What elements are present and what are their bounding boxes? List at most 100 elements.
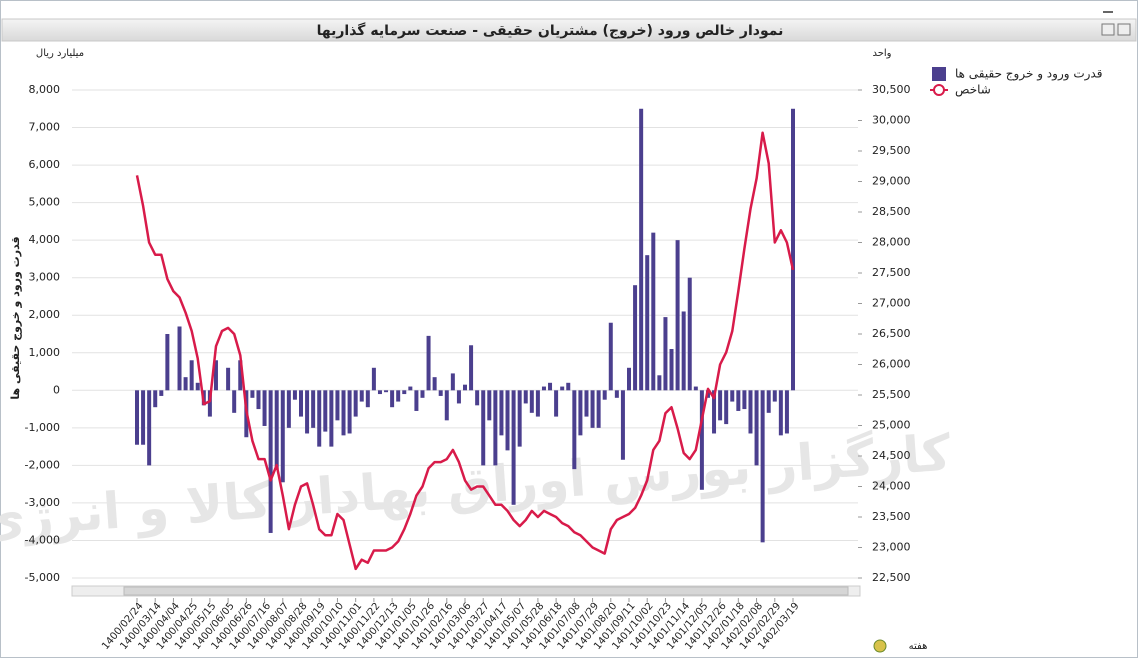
y-tick-label: 2,000 (29, 308, 61, 321)
bar (329, 390, 334, 447)
bar (213, 360, 218, 391)
scrollbar[interactable] (71, 585, 861, 597)
bar (699, 390, 704, 490)
bar (608, 322, 613, 391)
bar (736, 390, 741, 411)
y2-tick-label: 30,000 (872, 114, 911, 127)
y2-tick-label: 27,500 (872, 266, 911, 279)
bar (584, 390, 589, 417)
bar (317, 390, 322, 447)
bar (669, 349, 674, 391)
bar (681, 311, 686, 391)
y2-tick-label: 28,500 (872, 205, 911, 218)
bar (153, 390, 158, 408)
y2-tick-label: 26,000 (872, 358, 911, 371)
bar (384, 390, 389, 393)
bar (505, 390, 510, 451)
bar (347, 390, 352, 434)
grid (72, 89, 858, 579)
bar (262, 390, 267, 426)
bar (639, 108, 644, 391)
bar (693, 386, 698, 391)
y-tick-label: -1,000 (25, 421, 60, 434)
bar (529, 390, 534, 413)
y2-tick-label: 24,000 (872, 480, 911, 493)
bar (438, 390, 443, 396)
y-tick-label: 8,000 (29, 83, 61, 96)
bar (687, 277, 692, 391)
bar (238, 360, 243, 391)
close-button[interactable] (1117, 23, 1131, 36)
bar (147, 390, 152, 466)
bar (353, 390, 358, 417)
bar (359, 390, 364, 402)
y-tick-label: 3,000 (29, 271, 61, 284)
bar (712, 390, 717, 434)
bar (195, 382, 200, 391)
bar (578, 390, 583, 436)
y-axis-title: قدرت ورود و خروج حقیقی ها (9, 236, 23, 399)
bar (341, 390, 346, 436)
legend-swatch (932, 67, 946, 81)
bar (189, 360, 194, 391)
bar (657, 375, 662, 391)
window-title: نمودار خالص ورود (خروج) مشتریان حقیقی - … (317, 22, 784, 39)
bar (663, 317, 668, 391)
y2-tick-label: 24,500 (872, 449, 911, 462)
bar (481, 390, 486, 466)
bar (554, 390, 559, 417)
bar (256, 390, 261, 410)
bar (420, 390, 425, 398)
y2-tick-label: 27,000 (872, 297, 911, 310)
y2-tick-label: 30,500 (872, 83, 911, 96)
bar (517, 390, 522, 447)
bar (548, 382, 553, 391)
bar (268, 390, 273, 533)
bar (305, 390, 310, 434)
y-tick-label: -4,000 (25, 533, 60, 546)
bar (475, 390, 480, 406)
y-tick-label: 5,000 (29, 196, 61, 209)
bar (408, 386, 413, 391)
bar (463, 384, 467, 391)
bar (396, 390, 401, 402)
title-bar (1, 18, 1137, 42)
bar (633, 285, 638, 391)
bar (159, 390, 164, 396)
bar (335, 390, 340, 421)
bar (596, 390, 601, 428)
y-tick-label: 1,000 (29, 346, 61, 359)
bar (760, 390, 765, 543)
bar (778, 390, 783, 436)
y-tick-label: -3,000 (25, 496, 60, 509)
y2-tick-label: 23,000 (872, 541, 911, 554)
bar (754, 390, 759, 466)
bar (274, 390, 279, 470)
bar (602, 390, 607, 400)
bar (311, 390, 316, 428)
bar (791, 108, 795, 391)
y-unit: میلیارد ریال (36, 48, 84, 59)
y2-tick-label: 22,500 (872, 571, 911, 584)
bar (390, 390, 395, 408)
bar (651, 232, 656, 391)
bar (371, 367, 376, 391)
bar (566, 382, 571, 391)
bar (614, 390, 619, 398)
bar (450, 373, 455, 391)
x-axis-title: هفته (909, 641, 928, 652)
export-button[interactable] (1101, 23, 1115, 36)
y-tick-label: 0 (53, 383, 60, 396)
settings-icon[interactable] (873, 639, 887, 653)
scroll-thumb[interactable] (123, 586, 849, 596)
minimize-button[interactable] (1103, 11, 1113, 13)
bar (232, 390, 237, 413)
bar (523, 390, 528, 404)
bar (487, 390, 492, 421)
bar (620, 390, 625, 460)
y-tick-label: -5,000 (25, 571, 60, 584)
bar (784, 390, 789, 434)
